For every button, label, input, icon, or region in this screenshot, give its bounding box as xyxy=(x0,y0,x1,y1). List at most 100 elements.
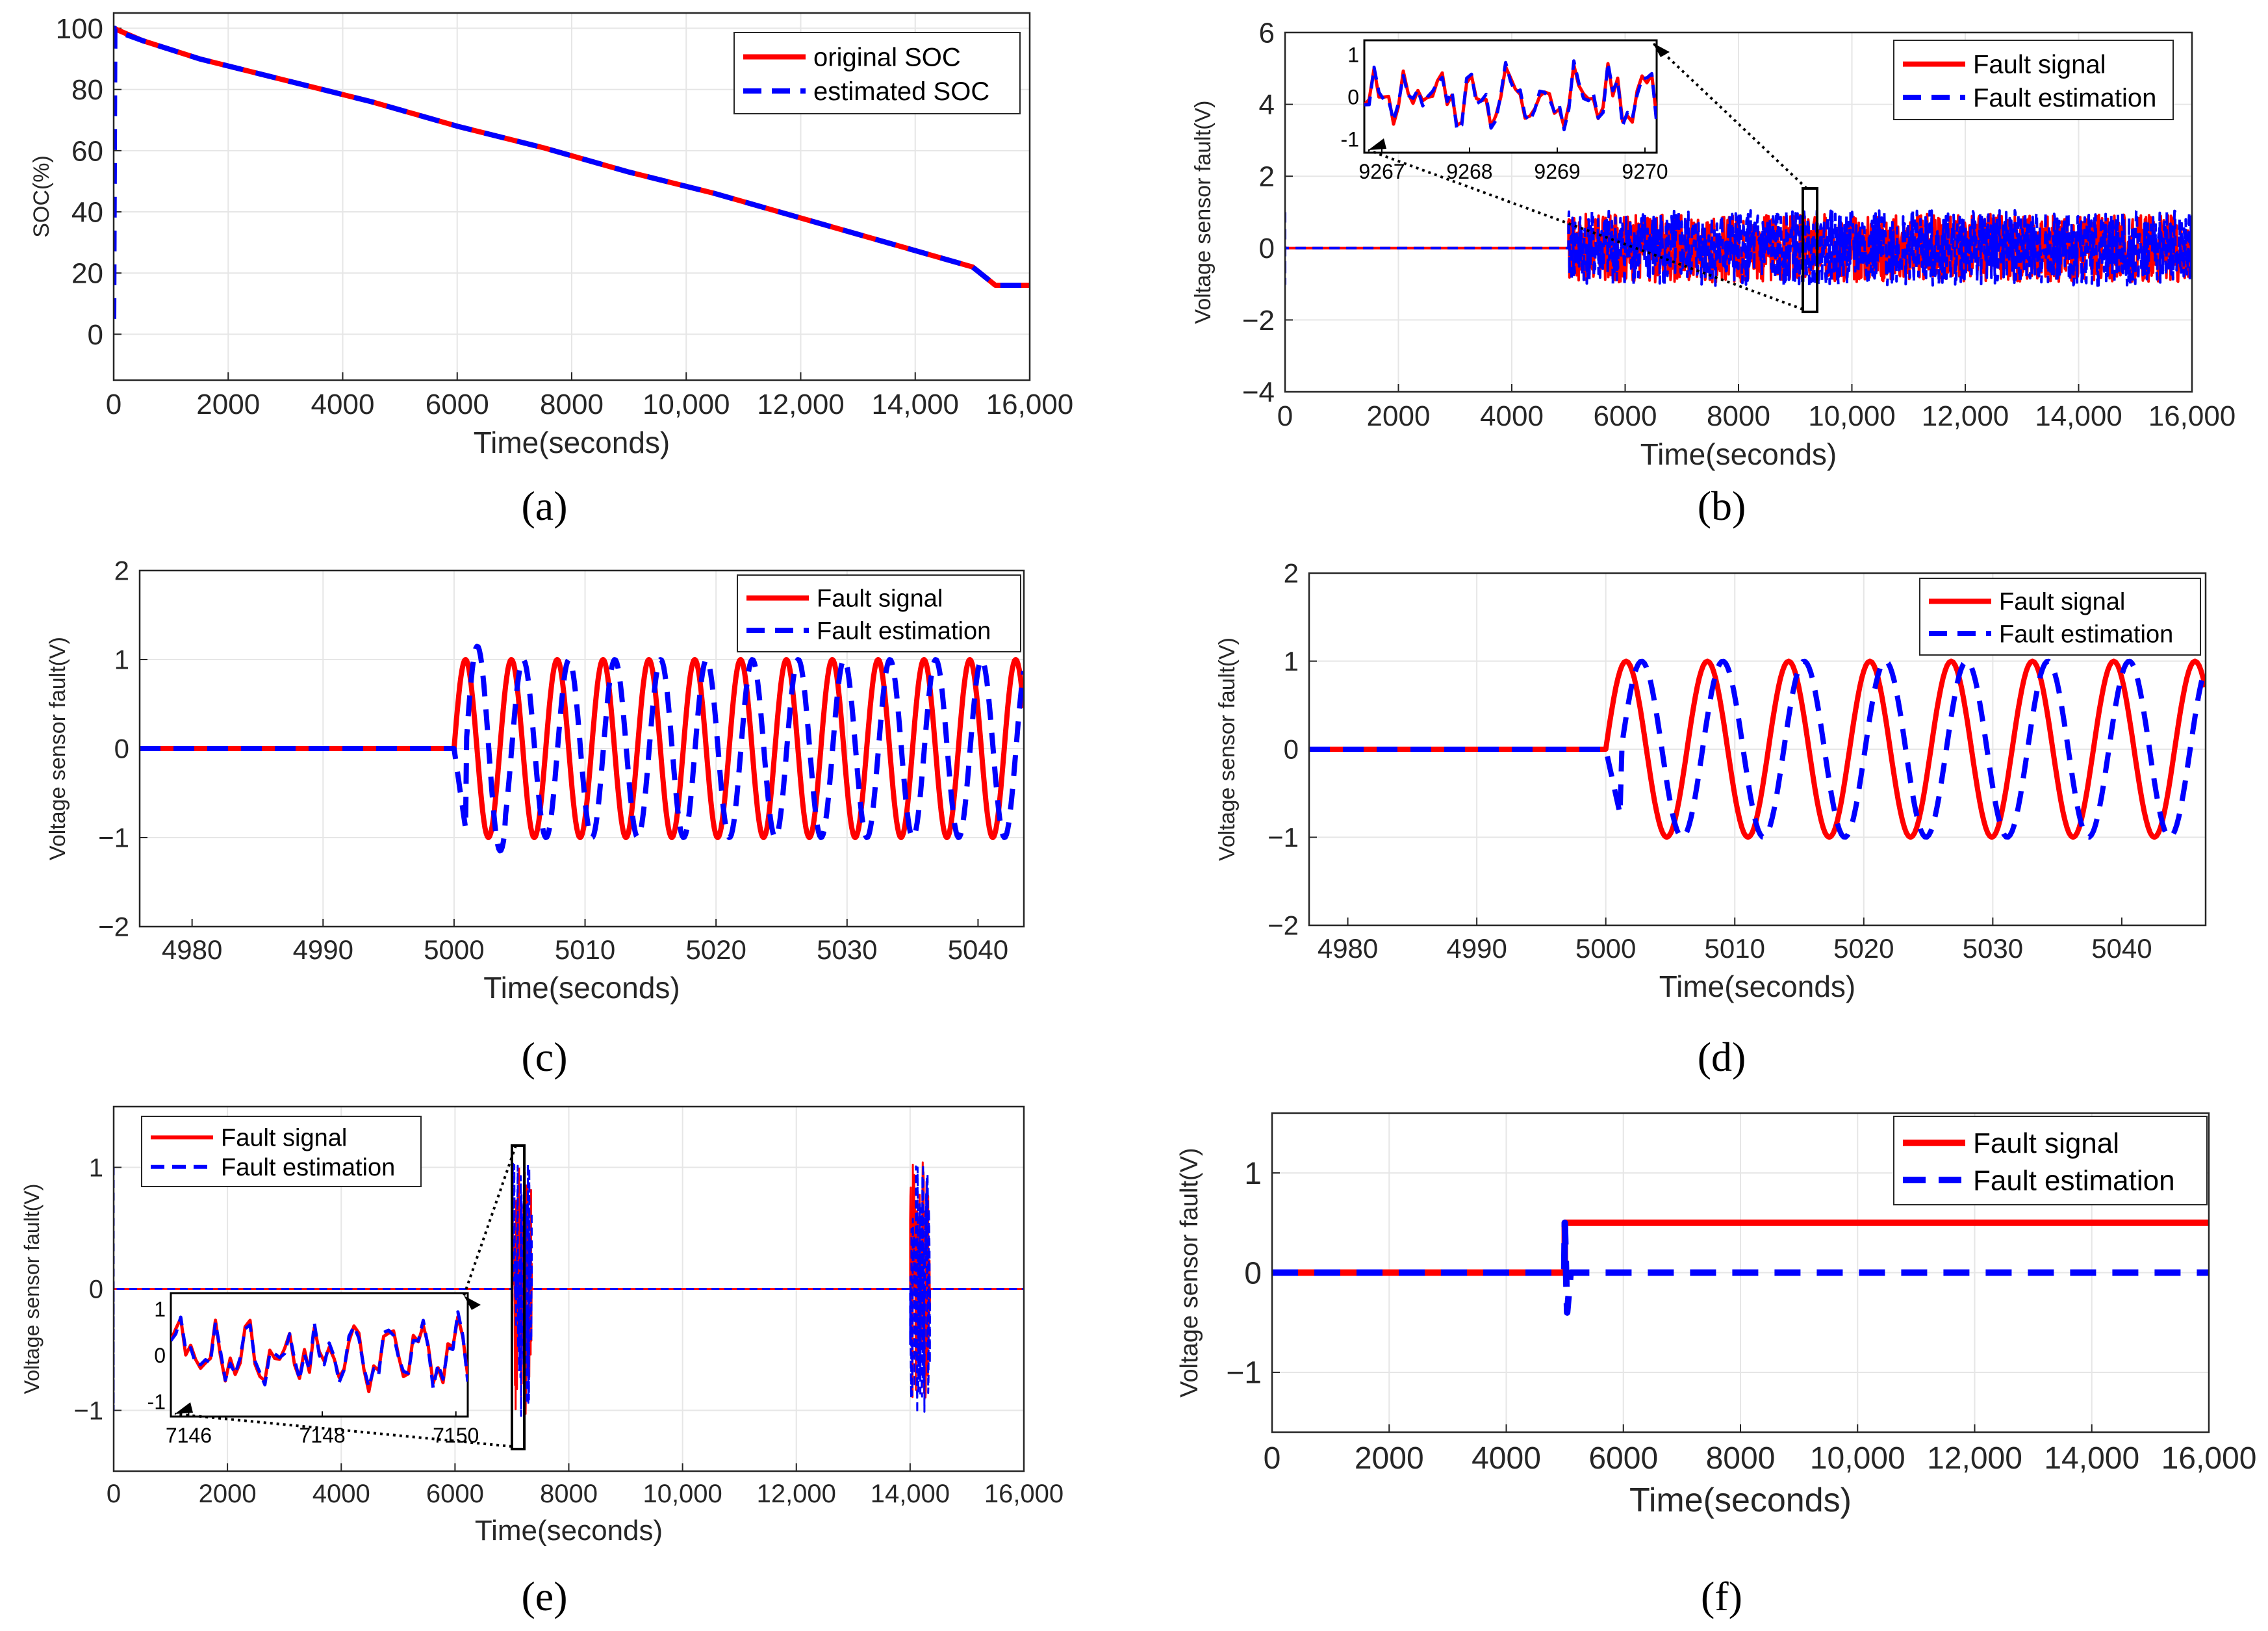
chart-panel-c: 4980 4990 5000 5010 5020 5030 5040 −2 −1 0 1 2 Time(… xyxy=(45,556,1025,1080)
inset-y-tick-label: 1 xyxy=(1347,44,1359,67)
arrow-head xyxy=(175,1402,193,1414)
inset-y-tick-label: -1 xyxy=(147,1390,166,1413)
x-tick-label: 4980 xyxy=(162,934,222,965)
y-tick-label: 1 xyxy=(89,1154,103,1183)
y-tick-label: 20 xyxy=(71,258,103,290)
x-tick-label: 2000 xyxy=(1367,400,1431,432)
legend-label: Fault estimation xyxy=(1973,84,2156,112)
inset-x-tick-label: 9268 xyxy=(1446,160,1492,183)
y-tick-label: 4 xyxy=(1259,89,1275,121)
x-tick-label: 5010 xyxy=(555,934,615,965)
y-axis-label: Voltage sensor fault(V) xyxy=(1191,101,1216,324)
x-tick-label: 6000 xyxy=(426,1480,484,1508)
axes-frame xyxy=(1308,572,2207,927)
x-tick-label: 5040 xyxy=(2091,933,2152,964)
x-tick-label: 5010 xyxy=(1705,933,1765,964)
x-tick-label: 16,000 xyxy=(984,1480,1064,1508)
x-tick-label: 6000 xyxy=(1594,400,1657,432)
zoom-connector xyxy=(1651,42,1808,190)
inset-x-tick-label: 9267 xyxy=(1358,160,1405,183)
y-axis-label: SOC(%) xyxy=(29,155,54,238)
x-axis-label: Time(seconds) xyxy=(1629,1482,1852,1519)
legend-box xyxy=(737,574,1021,652)
legend-label: Fault signal xyxy=(1999,589,2125,616)
panel-label: (b) xyxy=(1698,483,1746,529)
y-axis-label: Voltage sensor fault(V) xyxy=(20,1184,44,1394)
x-tick-label: 16,000 xyxy=(2161,1441,2257,1476)
arrow-head xyxy=(464,1296,481,1310)
x-tick-label: 12,000 xyxy=(757,1480,836,1508)
series-fault-signal xyxy=(114,1161,1024,1415)
x-tick-label: 14,000 xyxy=(871,389,959,420)
chart-panel-e: 0 2000 4000 6000 8000 10,000 12,000 14,000 16,00… xyxy=(20,1105,1064,1619)
x-tick-label: 2000 xyxy=(1355,1441,1424,1476)
x-tick-label: 0 xyxy=(106,389,121,420)
x-tick-label: 5030 xyxy=(817,934,877,965)
zoom-connector xyxy=(1368,149,1803,311)
x-tick-label: 5020 xyxy=(685,934,746,965)
chart-panel-b: 0 2000 4000 6000 8000 10,000 12,000 14,000 16,00… xyxy=(1191,17,2236,529)
x-axis-label: Time(seconds) xyxy=(1659,970,1855,1003)
x-tick-label: 16,000 xyxy=(986,389,1074,420)
x-axis-label: Time(seconds) xyxy=(1640,437,1837,471)
y-tick-label: 0 xyxy=(1259,233,1275,264)
y-axis-label: Voltage sensor fault(V) xyxy=(45,637,70,860)
y-tick-label: 0 xyxy=(1244,1256,1262,1291)
x-tick-label: 4990 xyxy=(293,934,353,965)
panel-label: (a) xyxy=(521,483,567,529)
x-tick-label: 12,000 xyxy=(1922,400,2009,432)
inset: -1 0 1 9267 9268 9269 9270 xyxy=(1341,39,1818,313)
x-tick-label: 12,000 xyxy=(1927,1441,2022,1476)
zoom-box xyxy=(1802,187,1818,313)
panel-label: (e) xyxy=(521,1573,567,1619)
x-tick-label: 16,000 xyxy=(2148,400,2236,432)
legend-label: Fault estimation xyxy=(1999,621,2173,648)
y-tick-label: 2 xyxy=(1259,161,1275,193)
legend-label: Fault signal xyxy=(1973,51,2106,79)
y-tick-label: 80 xyxy=(71,74,103,106)
legend-label: Fault estimation xyxy=(817,617,991,645)
y-tick-label: 2 xyxy=(1284,558,1299,589)
series-fault-estimation xyxy=(140,643,1024,854)
legend-label: estimated SOC xyxy=(813,77,989,106)
legend-label: Fault signal xyxy=(221,1125,347,1152)
legend-label: Fault signal xyxy=(1973,1127,2119,1159)
axes-frame xyxy=(138,569,1025,928)
arrow-head xyxy=(1653,43,1670,57)
y-axis-label: Voltage sensor fault(V) xyxy=(1176,1148,1203,1397)
x-tick-label: 6000 xyxy=(1588,1441,1658,1476)
panel-label: (c) xyxy=(521,1034,567,1080)
x-tick-label: 2000 xyxy=(196,389,260,420)
legend: Fault signal Fault estimation xyxy=(1919,578,2201,656)
legend-box xyxy=(1893,40,2174,120)
axes-frame xyxy=(112,12,1031,381)
x-tick-label: 4000 xyxy=(1480,400,1544,432)
y-tick-label: −4 xyxy=(1242,376,1275,408)
inset-x-tick-label: 7146 xyxy=(166,1424,212,1447)
legend-box xyxy=(1893,1116,2208,1205)
legend-label: Fault estimation xyxy=(1973,1164,2175,1196)
x-tick-label: 10,000 xyxy=(1808,400,1896,432)
x-tick-label: 4000 xyxy=(311,389,375,420)
y-tick-label: −1 xyxy=(1226,1356,1262,1391)
inset-y-tick-label: 1 xyxy=(154,1298,166,1321)
x-tick-label: 0 xyxy=(1264,1441,1281,1476)
chart-panel-f: 0 2000 4000 6000 8000 10,000 12,000 14,000 16,00… xyxy=(1176,1112,2257,1619)
y-tick-label: 2 xyxy=(114,556,129,586)
y-tick-label: −2 xyxy=(1268,910,1299,941)
series-fault-signal xyxy=(1309,658,2206,840)
y-tick-label: 0 xyxy=(114,734,129,764)
x-tick-label: 8000 xyxy=(540,389,604,420)
x-tick-label: 4000 xyxy=(312,1480,370,1508)
x-axis-label: Time(seconds) xyxy=(483,971,680,1005)
y-tick-label: 0 xyxy=(88,319,103,351)
series-fault-estimation xyxy=(1272,1219,2209,1316)
x-tick-label: 8000 xyxy=(1706,1441,1776,1476)
x-tick-label: 8000 xyxy=(540,1480,598,1508)
x-tick-label: 0 xyxy=(1277,400,1293,432)
inset-x-tick-label: 9270 xyxy=(1622,160,1668,183)
y-tick-label: 0 xyxy=(89,1276,103,1304)
x-tick-label: 4980 xyxy=(1318,933,1378,964)
legend-label: original SOC xyxy=(813,44,961,72)
